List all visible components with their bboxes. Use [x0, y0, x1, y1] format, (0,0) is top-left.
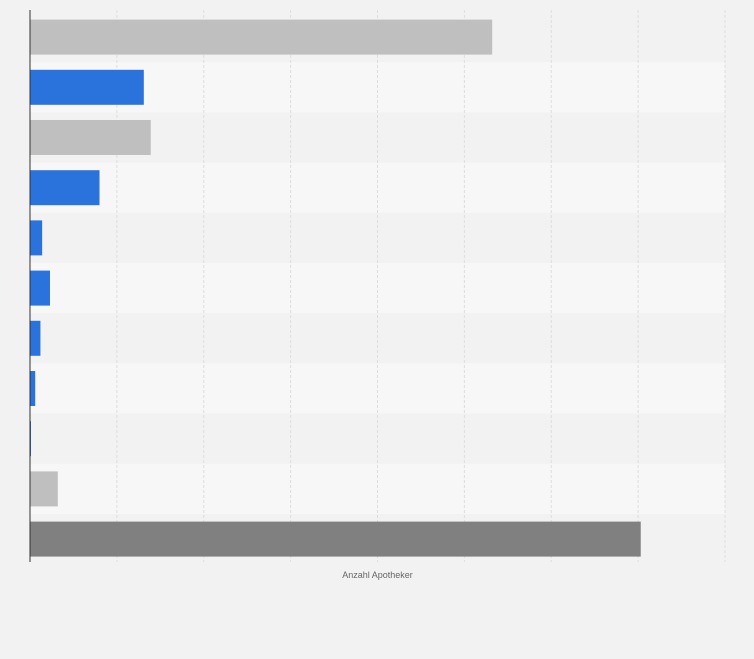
bar[interactable] — [30, 320, 41, 356]
bar[interactable] — [30, 69, 144, 105]
bar[interactable] — [30, 521, 641, 557]
bar[interactable] — [30, 270, 50, 306]
bar[interactable] — [30, 120, 151, 155]
bars — [30, 19, 641, 557]
bar[interactable] — [30, 220, 43, 256]
bar[interactable] — [30, 371, 36, 406]
bar[interactable] — [30, 19, 493, 55]
x-axis-title: Anzahl Apotheker — [342, 570, 413, 580]
gridlines — [116, 10, 726, 562]
bar[interactable] — [30, 170, 100, 206]
bar[interactable] — [30, 471, 58, 507]
